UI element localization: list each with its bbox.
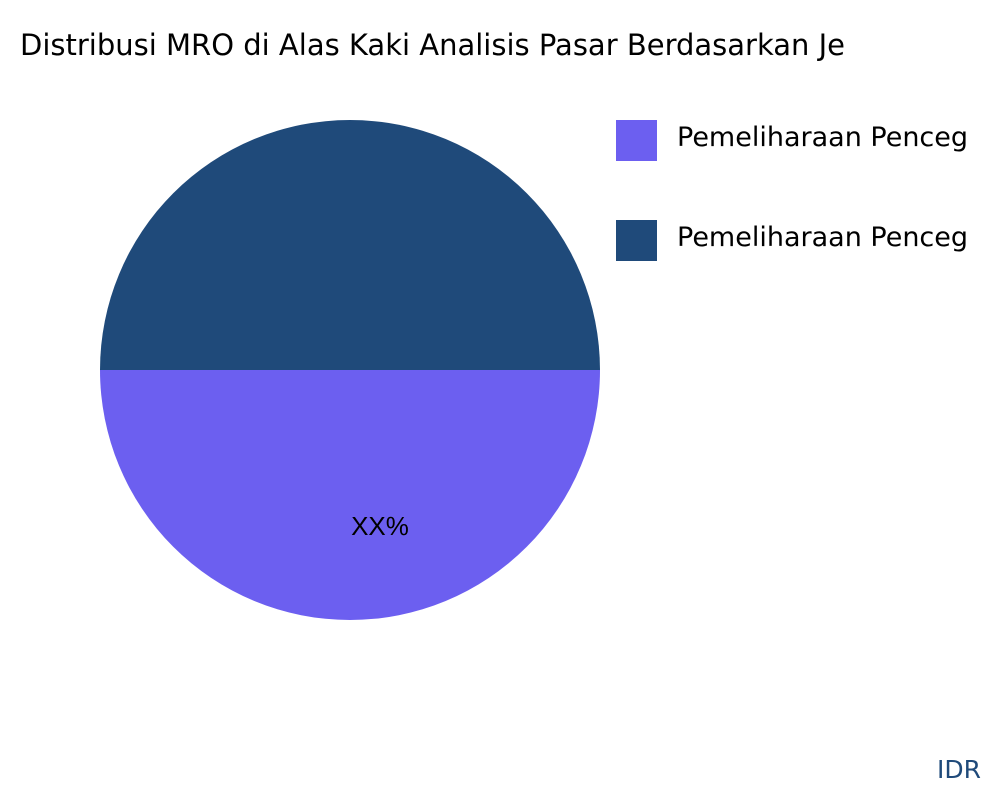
legend-label-0: Pemeliharaan Penceg — [677, 122, 969, 153]
pie-slice-1[interactable] — [100, 120, 600, 370]
legend-swatch-0 — [616, 120, 657, 161]
legend-label-1: Pemeliharaan Penceg — [677, 222, 969, 253]
legend-swatch-1 — [616, 220, 657, 261]
watermark-logo: IDR — [937, 755, 981, 784]
slice-label-1: XX% — [351, 511, 409, 541]
pie-slice-0[interactable] — [100, 370, 600, 620]
chart-title: Distribusi MRO di Alas Kaki Analisis Pas… — [20, 28, 846, 62]
